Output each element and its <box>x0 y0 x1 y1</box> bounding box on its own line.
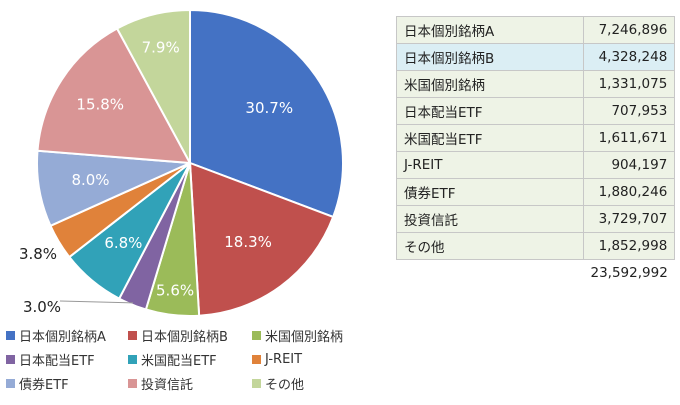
table-row: 米国個別銘柄 1,331,075 <box>396 70 676 98</box>
pie-slice <box>36 27 192 165</box>
slice-label: 3.8% <box>19 245 57 263</box>
legend-swatch <box>252 330 261 340</box>
legend-item: 日本個別銘柄B <box>128 326 252 345</box>
table-row: J-REIT 904,197 <box>396 151 676 179</box>
leader-line <box>59 300 134 304</box>
holding-value: 904,197 <box>582 151 676 179</box>
slice-label: 3.0% <box>23 298 61 316</box>
table-row: 債券ETF 1,880,246 <box>396 178 676 206</box>
holding-name: 米国配当ETF <box>396 124 584 152</box>
legend-swatch <box>252 378 261 388</box>
table-row: 米国配当ETF 1,611,671 <box>396 124 676 152</box>
legend-label: 日本配当ETF <box>19 353 95 369</box>
holding-value: 1,611,671 <box>582 124 676 152</box>
pie-chart: 30.7% 18.3% 5.6% 3.0% 6.8% 3.8% 8.0% 15.8% 7.9% <box>19 8 344 317</box>
legend-swatch <box>252 354 261 364</box>
holdings-table: 日本個別銘柄A 7,246,896 日本個別銘柄B 4,328,248 米国個別銘柄 1,… <box>396 16 676 286</box>
chart-legend: 日本個別銘柄A 日本個別銘柄B 米国個別銘柄日本配当ETF 米国配当ETF J-REIT… <box>6 326 386 393</box>
legend-label: 日本個別銘柄B <box>141 329 228 345</box>
legend-item: 米国個別銘柄 <box>252 326 382 345</box>
holding-value: 1,880,246 <box>582 178 676 206</box>
legend-item: 日本個別銘柄A <box>6 326 128 345</box>
legend-label: その他 <box>265 377 305 393</box>
holding-value: 1,852,998 <box>582 232 676 260</box>
legend-label: 投資信託 <box>141 377 194 393</box>
legend-label: 米国配当ETF <box>141 353 217 369</box>
legend-item: 日本配当ETF <box>6 350 128 369</box>
pie-slice <box>115 8 191 164</box>
legend-item: 米国配当ETF <box>128 350 252 369</box>
legend-label: 債券ETF <box>19 377 69 393</box>
slice-label: 5.6% <box>156 282 194 300</box>
legend-item: 債券ETF <box>6 374 128 393</box>
legend-label: J-REIT <box>265 351 303 367</box>
holding-name: 債券ETF <box>396 178 584 206</box>
slice-label: 18.3% <box>224 233 272 251</box>
holding-name: 投資信託 <box>396 205 584 233</box>
legend-swatch <box>128 354 137 364</box>
holding-name: その他 <box>396 232 584 260</box>
slice-label: 8.0% <box>71 171 109 189</box>
legend-item: 投資信託 <box>128 374 252 393</box>
holding-value: 4,328,248 <box>582 43 676 71</box>
holding-name: 日本配当ETF <box>396 97 584 125</box>
holding-name: 日本個別銘柄A <box>396 16 584 44</box>
total-value: 23,592,992 <box>583 259 675 286</box>
pie-slice <box>189 8 344 219</box>
total-row: 23,592,992 <box>396 259 675 286</box>
legend-swatch <box>128 378 137 388</box>
legend-item: その他 <box>252 374 382 393</box>
slice-label: 6.8% <box>104 234 142 252</box>
slice-label: 30.7% <box>245 99 293 117</box>
holding-name: 米国個別銘柄 <box>396 70 584 98</box>
total-empty-cell <box>396 259 584 286</box>
legend-swatch <box>6 330 15 340</box>
slice-label: 7.9% <box>142 38 180 56</box>
holding-value: 3,729,707 <box>582 205 676 233</box>
holding-name: J-REIT <box>396 151 584 179</box>
slice-label: 15.8% <box>76 96 124 114</box>
table-row: 投資信託 3,729,707 <box>396 205 676 233</box>
legend-swatch <box>128 330 137 340</box>
legend-swatch <box>6 378 15 388</box>
holding-name: 日本個別銘柄B <box>396 43 584 71</box>
table-row: 日本配当ETF 707,953 <box>396 97 676 125</box>
holding-value: 707,953 <box>582 97 676 125</box>
legend-label: 日本個別銘柄A <box>19 329 106 345</box>
legend-item: J-REIT <box>252 350 382 368</box>
legend-label: 米国個別銘柄 <box>265 329 344 345</box>
legend-swatch <box>6 354 15 364</box>
holding-value: 7,246,896 <box>582 16 676 44</box>
holding-value: 1,331,075 <box>582 70 676 98</box>
pie-slice <box>188 161 335 317</box>
table-row: 日本個別銘柄A 7,246,896 <box>396 16 676 44</box>
table-row: 日本個別銘柄B 4,328,248 <box>396 43 676 71</box>
table-row: その他 1,852,998 <box>396 232 676 260</box>
